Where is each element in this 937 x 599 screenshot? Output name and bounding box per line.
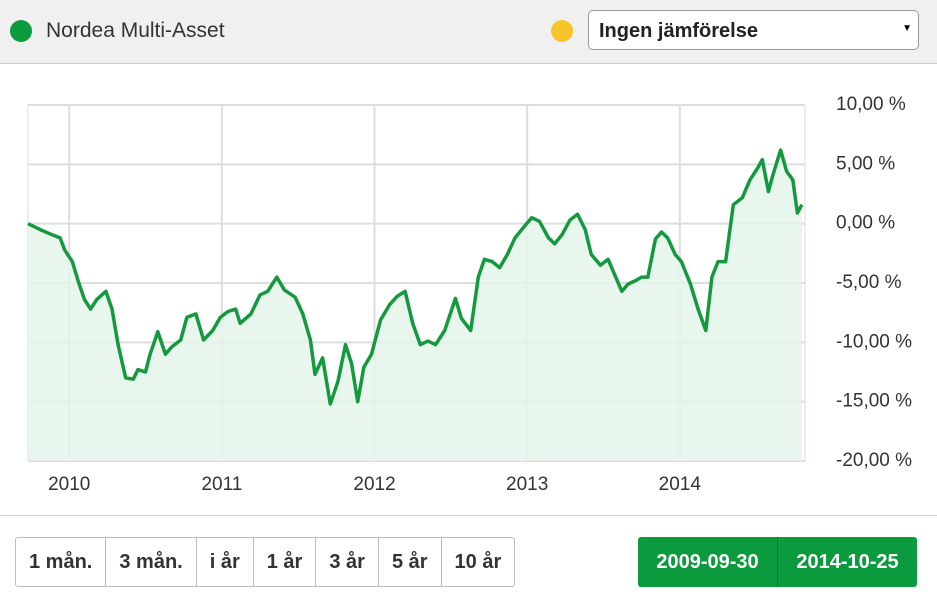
range-button[interactable]: 3 år [315, 538, 378, 586]
range-button[interactable]: 3 mån. [105, 538, 195, 586]
range-buttons: 1 mån. 3 mån. i år 1 år 3 år 5 år 10 år [15, 537, 516, 587]
y-tick-label: 0,00 % [836, 213, 895, 234]
select-arrow: ▼ [902, 23, 912, 34]
line [27, 148, 804, 406]
range-button[interactable]: 5 år [377, 538, 441, 586]
range-button[interactable]: i år [195, 538, 253, 586]
range-button[interactable]: 10 år [440, 538, 515, 586]
x-tick-label: 2011 [201, 474, 242, 495]
range-button[interactable]: 1 mån. [29, 551, 93, 573]
legend-label: Nordea Multi-Asset [46, 19, 225, 42]
y-tick-label: -15,00 % [836, 391, 912, 412]
area [28, 150, 802, 461]
x-tick-label: 2012 [353, 474, 395, 495]
x-tick-label: 2014 [659, 474, 702, 495]
range-button[interactable]: 1 år [252, 538, 316, 586]
compare-select[interactable]: Ingen jämförelse ▼ [588, 10, 919, 50]
y-tick-label: 5,00 % [836, 153, 895, 174]
series-dot [10, 20, 32, 42]
y-tick-label: -5,00 % [836, 272, 902, 293]
select-text: Ingen jämförelse [599, 20, 758, 42]
x-tick-label: 2010 [48, 474, 90, 495]
date-to[interactable]: 2014-10-25 [777, 537, 917, 587]
x-tick-label: 2013 [506, 474, 548, 495]
separator [0, 515, 937, 516]
date-range: 2009-09-30 2014-10-25 [638, 537, 917, 587]
date-from[interactable]: 2009-09-30 [656, 551, 759, 573]
y-tick-label: 10,00 % [836, 94, 906, 115]
compare-dot [551, 20, 573, 42]
header: Nordea Multi-Asset Ingen jämförelse ▼ [0, 0, 937, 64]
y-tick-label: -20,00 % [836, 450, 912, 471]
y-tick-label: -10,00 % [836, 331, 912, 352]
chart: -20,00 % -15,00 % -10,00 % -5,00 % 0,00 % 5,0… [27, 94, 912, 495]
